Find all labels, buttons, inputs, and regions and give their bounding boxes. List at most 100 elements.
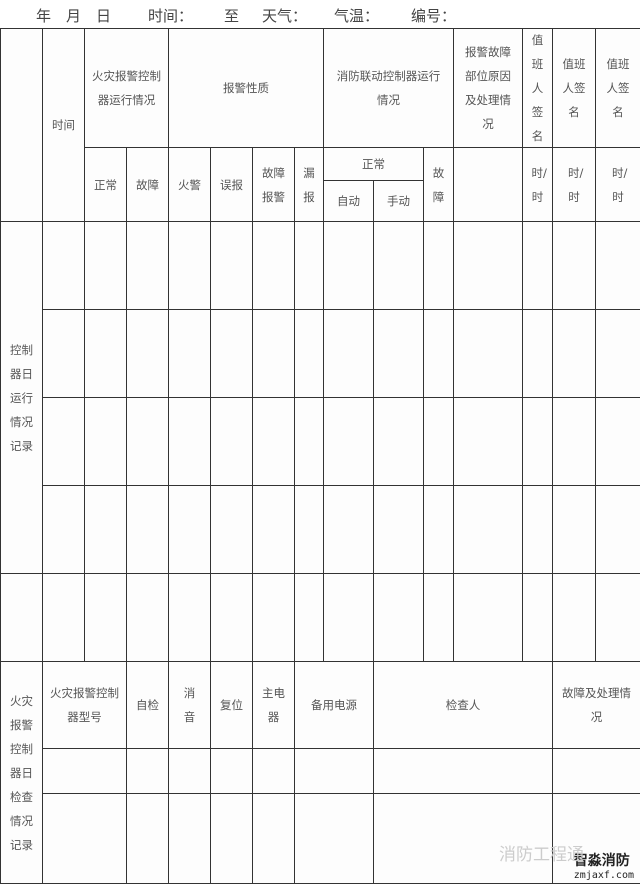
input-cell[interactable] [595, 485, 640, 574]
input-cell[interactable] [252, 748, 295, 794]
input-cell[interactable] [423, 573, 454, 662]
input-cell[interactable] [595, 309, 640, 398]
normal-header-text: 正常 [94, 177, 117, 192]
input-cell[interactable] [210, 573, 253, 662]
manual-header-text: 手动 [387, 194, 410, 208]
input-cell[interactable] [595, 573, 640, 662]
input-cell[interactable] [42, 793, 127, 884]
input-cell[interactable] [294, 485, 324, 574]
input-cell[interactable] [522, 573, 553, 662]
brand-logo-text: 智淼消防 [573, 853, 630, 869]
input-cell[interactable] [552, 397, 596, 486]
input-cell[interactable] [126, 793, 169, 884]
input-cell[interactable] [126, 397, 169, 486]
input-cell[interactable] [168, 748, 211, 794]
input-cell[interactable] [210, 748, 253, 794]
input-cell[interactable] [168, 485, 211, 574]
input-cell[interactable] [42, 221, 85, 310]
input-cell[interactable] [168, 309, 211, 398]
input-cell[interactable] [252, 573, 295, 662]
input-cell[interactable] [42, 748, 127, 794]
input-cell[interactable] [210, 793, 253, 884]
input-cell[interactable] [126, 573, 169, 662]
input-cell[interactable] [522, 309, 553, 398]
input-cell[interactable] [423, 397, 454, 486]
blank-cell[interactable] [0, 573, 43, 662]
input-cell[interactable] [252, 397, 295, 486]
input-cell[interactable] [84, 309, 127, 398]
input-cell[interactable] [168, 397, 211, 486]
input-cell[interactable] [453, 397, 523, 486]
input-cell[interactable] [294, 793, 374, 884]
input-cell[interactable] [522, 485, 553, 574]
main-power-header: 主电器 [252, 661, 295, 749]
input-cell[interactable] [42, 573, 85, 662]
input-cell[interactable] [252, 485, 295, 574]
input-cell[interactable] [373, 485, 424, 574]
year-label: 年 [36, 7, 52, 25]
input-cell[interactable] [168, 573, 211, 662]
input-cell[interactable] [373, 748, 553, 794]
month-label: 月 [66, 7, 82, 25]
input-cell[interactable] [323, 397, 374, 486]
input-cell[interactable] [423, 485, 454, 574]
corner-cell[interactable] [0, 28, 43, 222]
hour-range-header-text: 时/时 [568, 165, 584, 204]
input-cell[interactable] [423, 221, 454, 310]
input-cell[interactable] [323, 221, 374, 310]
input-cell[interactable] [294, 221, 324, 310]
input-cell[interactable] [552, 485, 596, 574]
input-cell[interactable] [126, 748, 169, 794]
input-cell[interactable] [373, 221, 424, 310]
input-cell[interactable] [453, 309, 523, 398]
input-cell[interactable] [595, 397, 640, 486]
input-cell[interactable] [84, 397, 127, 486]
input-cell[interactable] [323, 309, 374, 398]
input-cell[interactable] [323, 485, 374, 574]
input-cell[interactable] [168, 793, 211, 884]
input-cell[interactable] [552, 793, 640, 884]
input-cell[interactable] [453, 221, 523, 310]
input-cell[interactable] [294, 748, 374, 794]
input-cell[interactable] [126, 309, 169, 398]
input-cell[interactable] [252, 309, 295, 398]
input-cell[interactable] [84, 573, 127, 662]
input-cell[interactable] [126, 485, 169, 574]
input-cell[interactable] [453, 573, 523, 662]
input-cell[interactable] [168, 221, 211, 310]
input-cell[interactable] [373, 397, 424, 486]
input-cell[interactable] [84, 221, 127, 310]
time-header-text: 时间 [52, 118, 75, 132]
input-cell[interactable] [373, 793, 553, 884]
input-cell[interactable] [210, 485, 253, 574]
input-cell[interactable] [252, 221, 295, 310]
input-cell[interactable] [522, 221, 553, 310]
input-cell[interactable] [84, 485, 127, 574]
input-cell[interactable] [373, 573, 424, 662]
input-cell[interactable] [552, 748, 640, 794]
input-cell[interactable] [552, 309, 596, 398]
input-cell[interactable] [552, 221, 596, 310]
input-cell[interactable] [42, 397, 85, 486]
input-cell[interactable] [552, 573, 596, 662]
fault-handling-header: 故障及处理情况 [552, 661, 640, 749]
input-cell[interactable] [453, 485, 523, 574]
input-cell[interactable] [323, 573, 374, 662]
input-cell[interactable] [595, 221, 640, 310]
input-cell[interactable] [373, 309, 424, 398]
input-cell[interactable] [126, 221, 169, 310]
blank-header[interactable] [453, 147, 523, 222]
input-cell[interactable] [294, 309, 324, 398]
input-cell[interactable] [522, 397, 553, 486]
input-cell[interactable] [42, 309, 85, 398]
input-cell[interactable] [210, 221, 253, 310]
fire-alarm-header-text: 火警 [178, 177, 201, 192]
input-cell[interactable] [423, 309, 454, 398]
input-cell[interactable] [252, 793, 295, 884]
input-cell[interactable] [294, 573, 324, 662]
input-cell[interactable] [210, 397, 253, 486]
linkage-fault-header: 故障 [423, 147, 454, 222]
input-cell[interactable] [42, 485, 85, 574]
input-cell[interactable] [210, 309, 253, 398]
input-cell[interactable] [294, 397, 324, 486]
